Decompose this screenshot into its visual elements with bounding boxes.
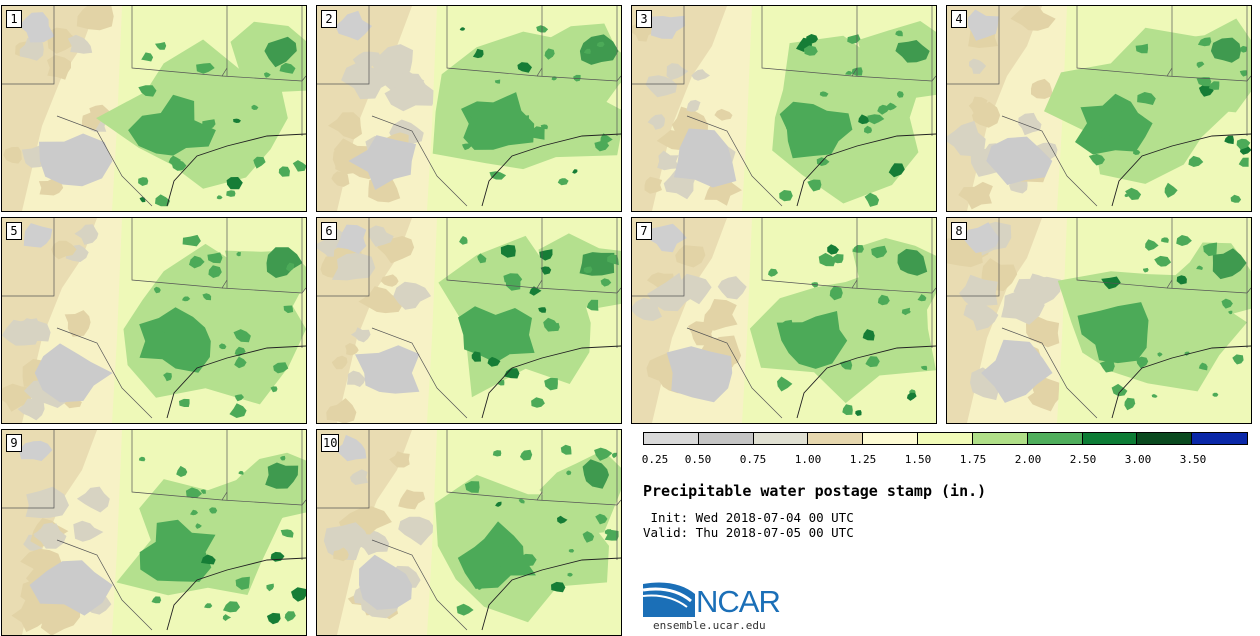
precip-water-map — [632, 6, 936, 211]
member-number-label: 8 — [951, 222, 967, 240]
ensemble-member-panel: 4 — [946, 5, 1252, 212]
legend-color-bar — [643, 432, 1248, 445]
legend-tick-label: 3.00 — [1124, 453, 1152, 466]
member-number-label: 9 — [6, 434, 22, 452]
legend-tick-label: 0.25 — [641, 453, 669, 466]
member-number-label: 4 — [951, 10, 967, 28]
ncar-logo-icon — [643, 582, 695, 617]
member-number-label: 5 — [6, 222, 22, 240]
legend-tick-label: 1.50 — [904, 453, 932, 466]
member-number-label: 6 — [321, 222, 337, 240]
precip-water-map — [2, 218, 306, 423]
init-time: Init: Wed 2018-07-04 00 UTC — [643, 510, 854, 525]
ensemble-member-panel: 7 — [631, 217, 937, 424]
legend-tick-label: 1.00 — [794, 453, 822, 466]
legend-bin — [863, 433, 919, 444]
ensemble-member-panel: 2 — [316, 5, 622, 212]
ensemble-member-panel: 8 — [946, 217, 1252, 424]
ensemble-member-panel: 10 — [316, 429, 622, 636]
member-number-label: 3 — [636, 10, 652, 28]
legend-tick-label: 3.50 — [1179, 453, 1207, 466]
legend-tick-label: 1.25 — [849, 453, 877, 466]
ensemble-member-panel: 1 — [1, 5, 307, 212]
precip-water-map — [947, 218, 1251, 423]
member-number-label: 10 — [321, 434, 340, 452]
ensemble-member-panel: 5 — [1, 217, 307, 424]
ensemble-member-panel: 3 — [631, 5, 937, 212]
precip-water-map — [2, 430, 306, 635]
legend-tick-label: 1.75 — [959, 453, 987, 466]
precip-water-map — [317, 218, 621, 423]
legend-bin — [1137, 433, 1193, 444]
legend-bin — [808, 433, 864, 444]
chart-title: Precipitable water postage stamp (in.) — [643, 482, 987, 500]
legend-bin — [698, 433, 754, 444]
ncar-wordmark: NCAR — [696, 584, 781, 619]
valid-time: Valid: Thu 2018-07-05 00 UTC — [643, 525, 854, 540]
legend-bin — [1027, 433, 1083, 444]
legend-bin — [1082, 433, 1138, 444]
precip-water-map — [947, 6, 1251, 211]
legend-bin — [972, 433, 1028, 444]
color-legend: 0.25 0.50 0.75 1.00 1.25 1.50 1.75 2.00 2.50 3.00… — [641, 432, 1248, 468]
member-number-label: 7 — [636, 222, 652, 240]
legend-tick-label: 2.50 — [1069, 453, 1097, 466]
legend-tick-label: 2.00 — [1014, 453, 1042, 466]
precip-water-map — [317, 430, 621, 635]
legend-bin — [1192, 433, 1247, 444]
ensemble-member-panel: 9 — [1, 429, 307, 636]
legend-bin — [753, 433, 809, 444]
member-number-label: 1 — [6, 10, 22, 28]
precip-water-map — [317, 6, 621, 211]
ensemble-member-panel: 6 — [316, 217, 622, 424]
legend-bin — [918, 433, 973, 444]
precip-water-map — [2, 6, 306, 211]
precip-water-map — [632, 218, 936, 423]
legend-tick-label: 0.50 — [684, 453, 712, 466]
credit-url: ensemble.ucar.edu — [653, 619, 766, 632]
legend-bin — [644, 433, 699, 444]
legend-tick-label: 0.75 — [739, 453, 767, 466]
member-number-label: 2 — [321, 10, 337, 28]
